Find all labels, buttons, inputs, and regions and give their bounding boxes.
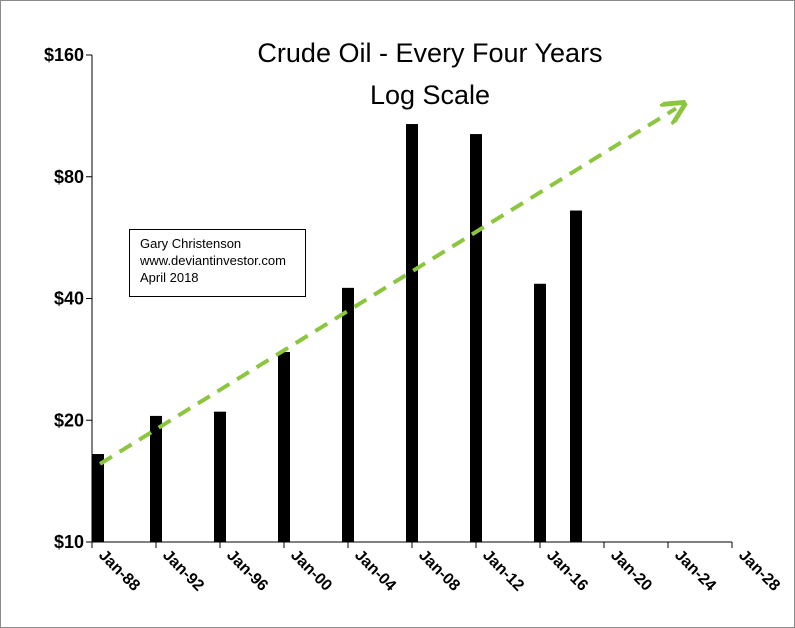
y-tick-label: $40 bbox=[54, 289, 84, 309]
x-tick-label: Jan-00 bbox=[287, 547, 335, 595]
annotation-box: Gary Christenson www.deviantinvestor.com… bbox=[129, 229, 306, 297]
chart-title: Crude Oil - Every Four Years bbox=[257, 38, 602, 68]
x-tick-label: Jan-88 bbox=[95, 547, 143, 595]
x-tick-label: Jan-12 bbox=[479, 547, 527, 595]
bar-jan-96 bbox=[214, 411, 226, 542]
bar-jan-16 bbox=[534, 283, 546, 542]
bar-jan-92 bbox=[150, 415, 162, 542]
trend-arrow bbox=[98, 108, 676, 466]
bar-apr-18 bbox=[570, 210, 582, 542]
chart-subtitle: Log Scale bbox=[370, 80, 490, 110]
y-tick-label: $10 bbox=[54, 532, 84, 552]
bars-group bbox=[92, 124, 582, 542]
y-tick-label: $160 bbox=[44, 45, 84, 65]
x-tick-label: Jan-24 bbox=[671, 547, 719, 595]
y-tick-label: $80 bbox=[54, 167, 84, 187]
bar-jan-08 bbox=[406, 124, 418, 542]
x-tick-label: Jan-16 bbox=[543, 547, 591, 595]
annotation-website: www.deviantinvestor.com bbox=[140, 253, 286, 268]
bar-jan-12 bbox=[470, 134, 482, 542]
x-tick-label: Jan-20 bbox=[607, 547, 655, 595]
x-tick-label: Jan-04 bbox=[351, 547, 399, 595]
x-tick-label: Jan-28 bbox=[735, 547, 783, 595]
x-tick-label: Jan-92 bbox=[159, 547, 207, 595]
annotation-date: April 2018 bbox=[140, 270, 199, 285]
bar-jan-04 bbox=[342, 287, 354, 542]
x-tick-label: Jan-08 bbox=[415, 547, 463, 595]
bar-jan-88 bbox=[92, 454, 104, 542]
trend-group bbox=[98, 108, 676, 466]
x-tick-label: Jan-96 bbox=[223, 547, 271, 595]
y-tick-label: $20 bbox=[54, 410, 84, 430]
annotation-author: Gary Christenson bbox=[140, 236, 242, 251]
bar-jan-00 bbox=[278, 351, 290, 542]
